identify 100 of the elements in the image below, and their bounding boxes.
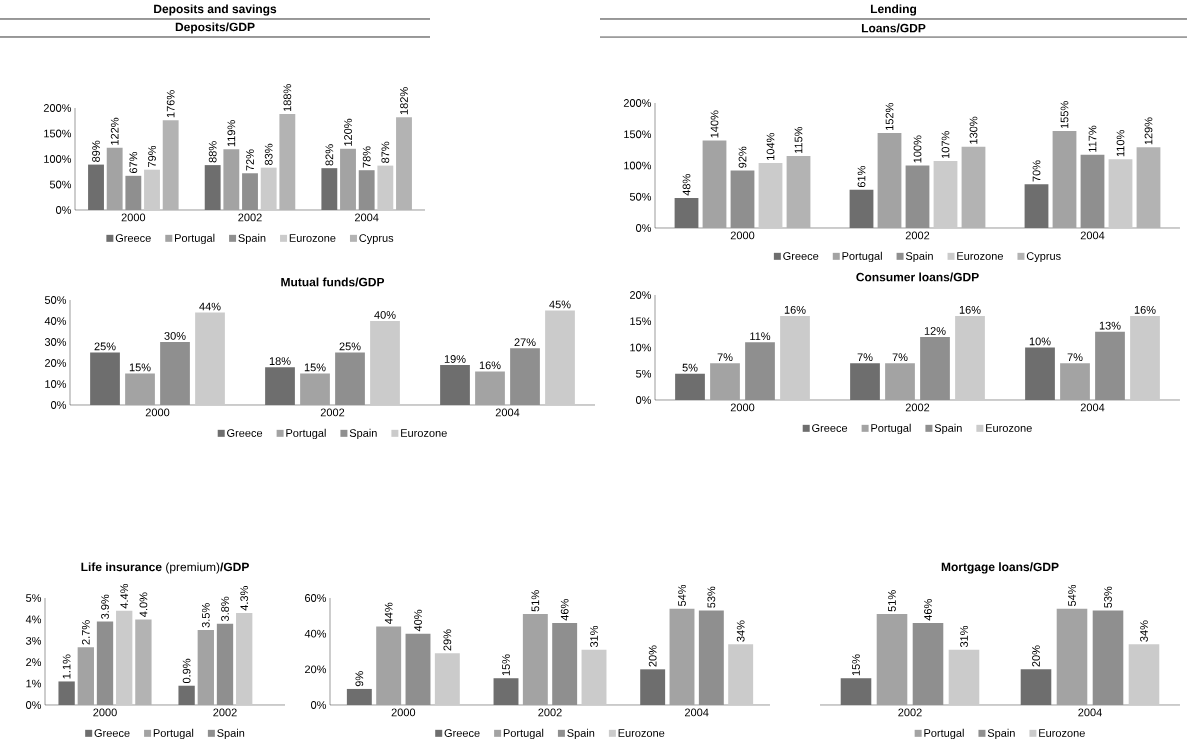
data-label: 107% xyxy=(941,131,950,159)
bar xyxy=(265,367,295,405)
bar xyxy=(493,678,519,705)
data-label: 61% xyxy=(857,166,866,188)
x-tick-label: 2000 xyxy=(730,403,755,412)
data-label: 3.9% xyxy=(101,594,109,619)
data-label: 13% xyxy=(1099,321,1121,330)
y-tick-label: 0% xyxy=(636,224,652,232)
bar xyxy=(160,341,190,405)
bar xyxy=(920,336,950,400)
data-label: 182% xyxy=(400,87,408,115)
bar xyxy=(1025,347,1055,400)
y-tick-label: 0% xyxy=(636,396,652,404)
data-label: 176% xyxy=(166,90,175,118)
bar xyxy=(1095,331,1125,400)
data-label: 53% xyxy=(707,586,716,608)
bar xyxy=(552,622,578,705)
y-tick-label: 3% xyxy=(26,636,42,645)
bar xyxy=(96,621,114,705)
data-label: 115% xyxy=(794,127,803,154)
legend-label: Eurozone xyxy=(986,424,1032,432)
data-label: 25% xyxy=(339,342,361,351)
x-tick-label: 2002 xyxy=(905,403,930,412)
legend-label: Spain xyxy=(238,233,266,245)
bar xyxy=(204,165,221,210)
legend-label: Eurozone xyxy=(401,429,447,437)
bar xyxy=(758,162,783,228)
chart-title: Mutual funds/GDP xyxy=(281,277,385,287)
x-tick-label: 2004 xyxy=(1078,708,1102,717)
data-label: 31% xyxy=(960,625,968,648)
legend-label: Cyprus xyxy=(359,234,394,245)
data-label: 16% xyxy=(784,306,806,314)
y-tick-label: 5% xyxy=(26,594,42,602)
bar xyxy=(77,647,94,705)
data-label: 3.8% xyxy=(221,596,229,622)
legend-label: Portugal xyxy=(175,233,215,245)
bar xyxy=(1024,184,1049,228)
data-label: 82% xyxy=(325,144,334,166)
bar xyxy=(335,352,365,405)
y-tick-label: 2% xyxy=(26,658,42,667)
bar xyxy=(58,681,75,705)
data-label: 4.4% xyxy=(120,583,129,609)
data-label: 19% xyxy=(444,355,466,363)
x-tick-label: 2002 xyxy=(905,231,930,240)
x-tick-label: 2004 xyxy=(684,708,709,717)
bar xyxy=(840,678,872,705)
bar xyxy=(125,175,142,210)
bar xyxy=(850,363,880,400)
bar xyxy=(885,363,915,400)
y-tick-label: 40% xyxy=(44,317,67,325)
data-label: 92% xyxy=(738,146,747,168)
bar xyxy=(948,649,980,705)
x-tick-label: 2004 xyxy=(495,408,520,417)
bar xyxy=(106,147,123,210)
legend-label: Greece xyxy=(783,252,819,260)
bar xyxy=(279,114,296,210)
data-label: 129% xyxy=(1144,117,1153,145)
bar xyxy=(440,365,470,405)
data-label: 46% xyxy=(560,599,569,621)
data-label: 48% xyxy=(682,174,691,196)
data-label: 51% xyxy=(888,590,896,612)
legend-label: Portugal xyxy=(842,251,882,263)
chart-title: Deposits and savings xyxy=(154,4,277,16)
y-tick-label: 10% xyxy=(45,380,67,388)
y-tick-label: 15% xyxy=(630,317,652,326)
bar xyxy=(135,619,152,705)
data-label: 78% xyxy=(362,146,371,168)
legend-label: Greece xyxy=(812,424,848,432)
bar xyxy=(698,610,724,705)
bar xyxy=(376,626,402,705)
bar xyxy=(730,170,755,228)
bar xyxy=(377,165,394,210)
data-label: 188% xyxy=(283,84,292,112)
x-tick-label: 2000 xyxy=(730,231,755,240)
bar xyxy=(88,164,104,210)
x-tick-label: 2004 xyxy=(1080,231,1105,240)
data-label: 7% xyxy=(1067,353,1083,362)
bar xyxy=(675,373,705,400)
bar xyxy=(405,633,431,705)
legend-label: Spain xyxy=(934,423,962,435)
x-tick-label: 2000 xyxy=(121,213,146,222)
legend-label: Eurozone xyxy=(289,234,336,242)
data-label: 7% xyxy=(892,353,908,362)
data-label: 16% xyxy=(959,306,981,314)
data-label: 15% xyxy=(129,363,151,372)
data-label: 119% xyxy=(227,120,236,147)
legend-label: Spain xyxy=(349,428,377,440)
y-tick-label: 5% xyxy=(636,369,652,378)
y-tick-label: 4% xyxy=(25,615,42,624)
bar xyxy=(125,373,155,405)
y-tick-label: 10% xyxy=(630,343,652,352)
x-tick-label: 2002 xyxy=(898,708,922,717)
data-label: 100% xyxy=(913,135,922,163)
x-tick-label: 2000 xyxy=(391,708,416,717)
y-tick-label: 150% xyxy=(624,130,652,139)
legend-label: Spain xyxy=(217,728,245,740)
bar xyxy=(912,622,944,705)
data-label: 9% xyxy=(355,671,364,687)
data-label: 10% xyxy=(1029,337,1051,346)
y-tick-label: 60% xyxy=(305,594,327,602)
